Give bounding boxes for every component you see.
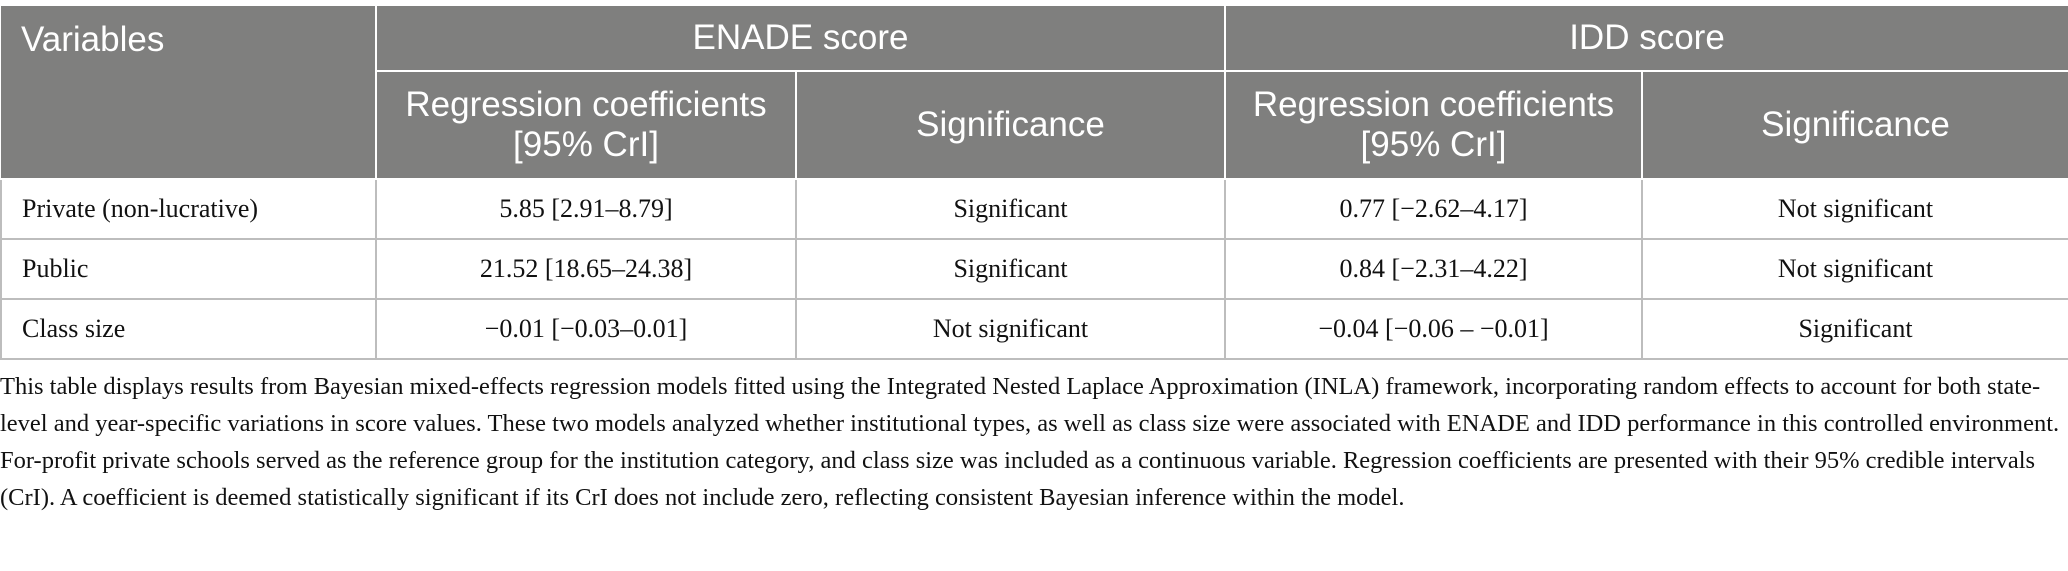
cell: 0.77 [−2.62–4.17] — [1224, 178, 1643, 240]
cell: Not significant — [1641, 178, 2068, 240]
table-row: Public 21.52 [18.65–24.38] Significant 0.84… — [0, 238, 2068, 300]
cell: Significant — [795, 178, 1226, 240]
header-cell: Regression coefficients [95% CrI] — [375, 70, 797, 180]
caption: This table displays results from Bayesia… — [0, 373, 2060, 511]
table-body: Private (non-lucrative) 5.85 [2.91–8.79] S… — [0, 178, 2068, 360]
cell: 21.52 [18.65–24.38] — [375, 238, 797, 300]
page: Variables ENADE score IDD score Regressi… — [0, 4, 2068, 571]
table-row: Class size −0.01 [−0.03–0.01] Not signific… — [0, 298, 2068, 360]
header-cell: Significance — [1641, 70, 2068, 180]
cell: Significant — [795, 238, 1226, 300]
row-label: Public — [0, 238, 377, 300]
cell: −0.04 [−0.06 – −0.01] — [1224, 298, 1643, 360]
row-label: Class size — [0, 298, 377, 360]
header-group: IDD score — [1224, 4, 2068, 72]
cell: Not significant — [1641, 238, 2068, 300]
table-row: Private (non-lucrative) 5.85 [2.91–8.79] S… — [0, 178, 2068, 240]
cell: 0.84 [−2.31–4.22] — [1224, 238, 1643, 300]
header-group: ENADE score — [375, 4, 1226, 72]
cell: −0.01 [−0.03–0.01] — [375, 298, 797, 360]
cell: Significant — [1641, 298, 2068, 360]
header-cell: Regression coefficients [95% CrI] — [1224, 70, 1643, 180]
cell: Not significant — [795, 298, 1226, 360]
header-cell: Significance — [795, 70, 1226, 180]
results-table: Variables ENADE score IDD score Regressi… — [0, 4, 2068, 360]
header-cell: Variables — [1, 4, 377, 180]
cell: 5.85 [2.91–8.79] — [375, 178, 797, 240]
row-label: Private (non-lucrative) — [0, 178, 377, 240]
